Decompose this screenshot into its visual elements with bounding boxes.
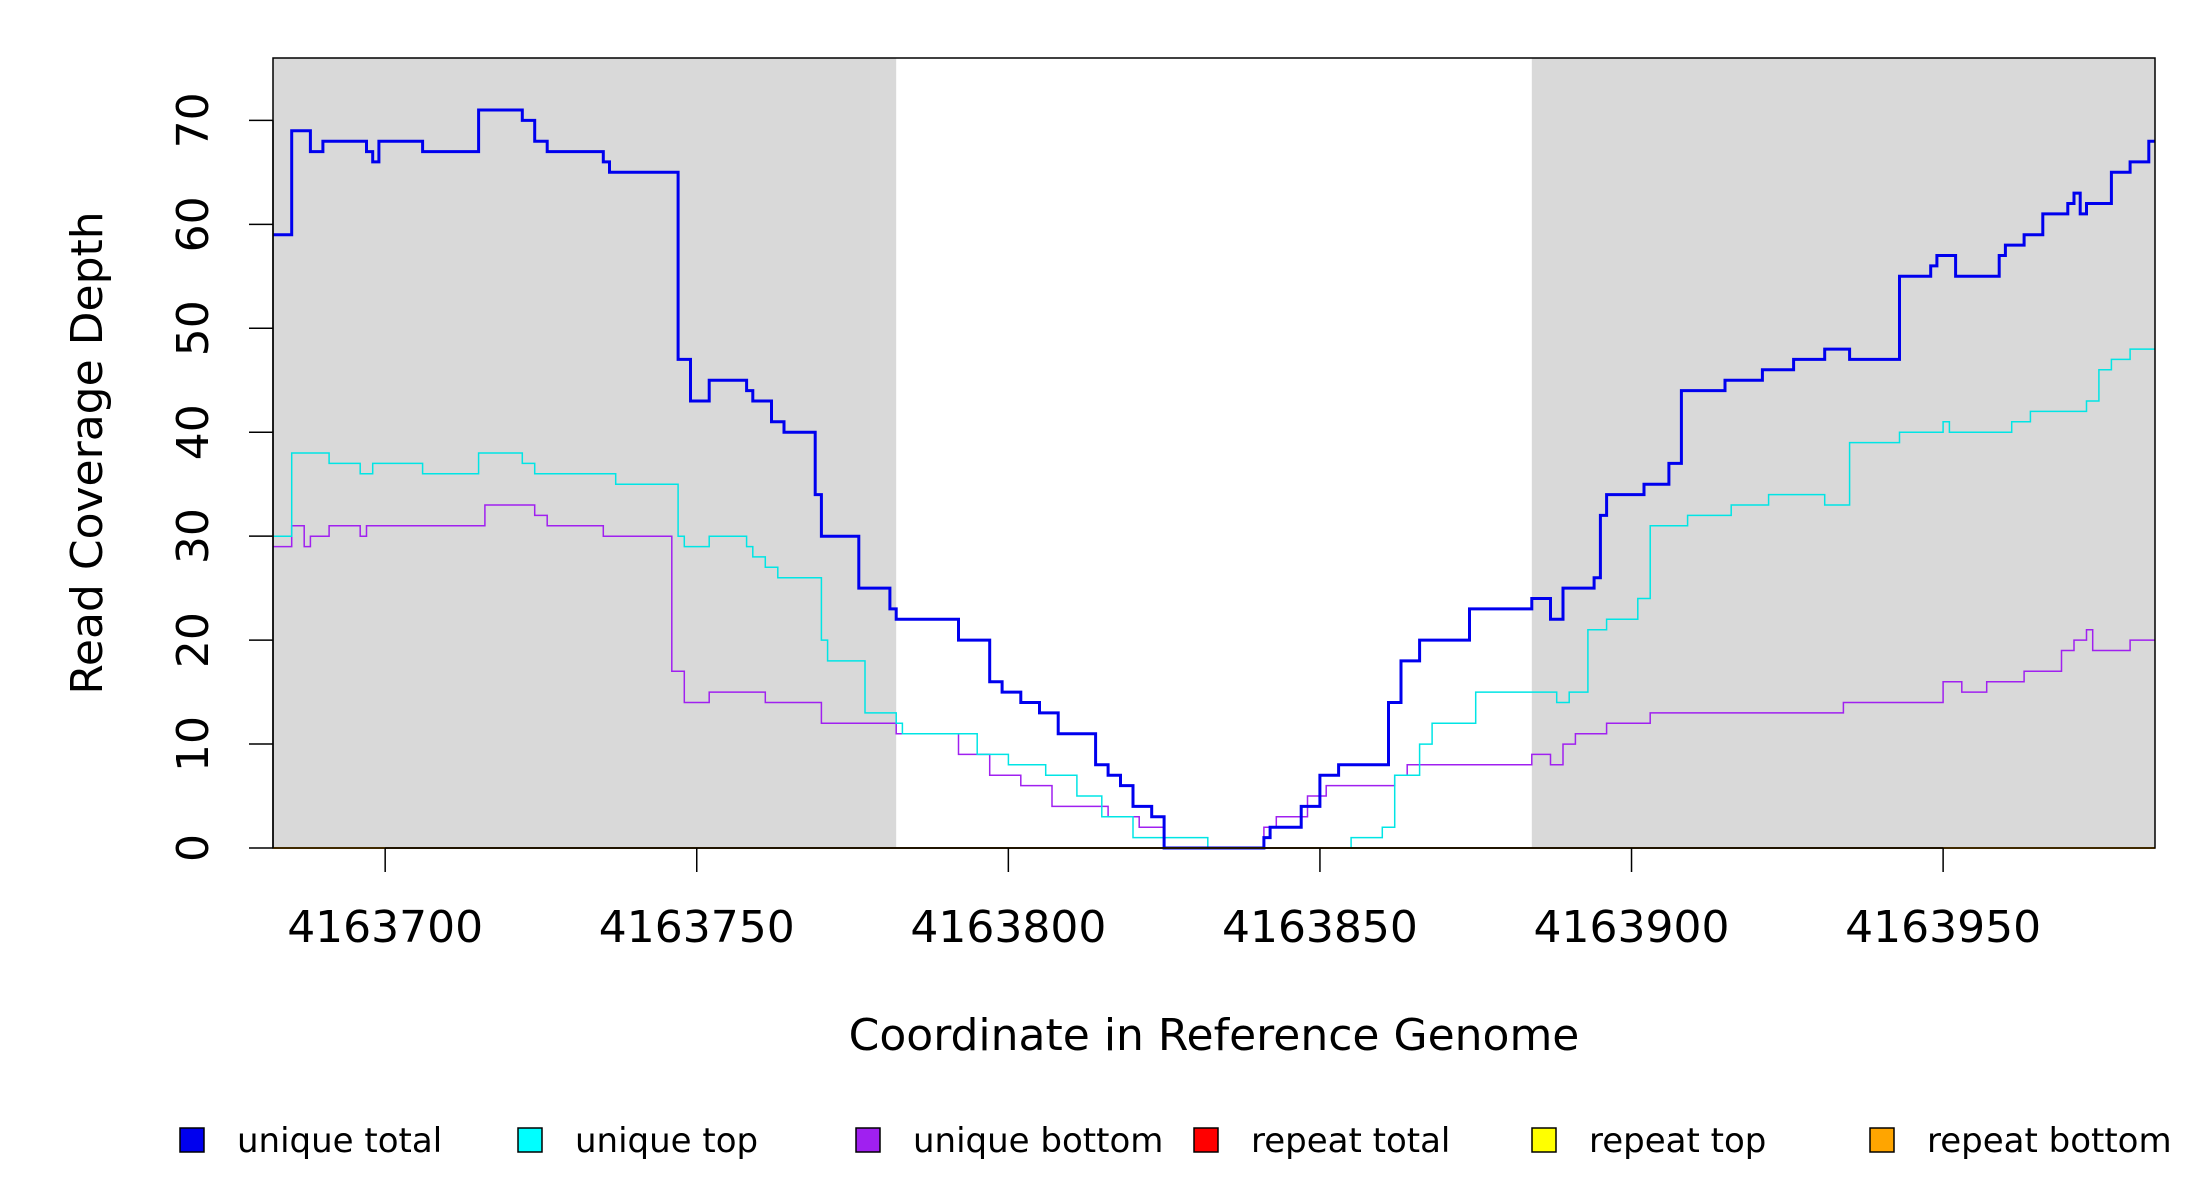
legend-item-repeat-total: repeat total: [1193, 1121, 1450, 1161]
shaded-region-1: [273, 58, 897, 848]
legend-swatch: [1869, 1127, 1895, 1153]
y-tick-label: 10: [168, 716, 219, 772]
shaded-regions: [273, 58, 2155, 848]
legend: unique total unique top unique bottom repea…: [179, 1121, 2172, 1161]
y-tick-label: 70: [168, 92, 219, 148]
x-tick-label: 4163950: [1845, 902, 2041, 953]
x-tick-label: 4163900: [1534, 902, 1730, 953]
x-axis-title: Coordinate in Reference Genome: [849, 1010, 1580, 1061]
legend-label: unique bottom: [913, 1121, 1163, 1161]
legend-item-repeat-bottom: repeat bottom: [1869, 1121, 2172, 1161]
shaded-region-2: [1531, 58, 2155, 848]
y-tick-label: 40: [168, 404, 219, 460]
legend-swatch: [855, 1127, 881, 1153]
series-line-unique-top: [273, 348, 2155, 849]
y-axis: 0 10 20 30 40 50 60 70: [168, 92, 274, 862]
y-axis-title: Read Coverage Depth: [62, 211, 113, 694]
legend-item-unique-top: unique top: [517, 1121, 758, 1161]
legend-label: unique total: [237, 1121, 442, 1161]
legend-swatch: [517, 1127, 543, 1153]
legend-item-unique-total: unique total: [179, 1121, 442, 1161]
legend-label: repeat total: [1251, 1121, 1450, 1161]
y-tick-label: 50: [168, 300, 219, 356]
legend-swatch: [1193, 1127, 1219, 1153]
legend-label: repeat top: [1589, 1121, 1766, 1161]
legend-item-unique-bottom: unique bottom: [855, 1121, 1163, 1161]
legend-label: repeat bottom: [1927, 1121, 2172, 1161]
x-tick-label: 4163750: [599, 902, 795, 953]
legend-item-repeat-top: repeat top: [1531, 1121, 1766, 1161]
y-tick-label: 30: [168, 508, 219, 564]
legend-label: unique top: [575, 1121, 758, 1161]
legend-swatch: [1531, 1127, 1557, 1153]
x-tick-label: 4163800: [910, 902, 1106, 953]
legend-swatch: [179, 1127, 205, 1153]
x-axis: 4163700 4163750 4163800 4163850 4163900 41639…: [287, 847, 2041, 953]
x-tick-label: 4163700: [287, 902, 483, 953]
y-tick-label: 0: [168, 834, 219, 862]
y-tick-label: 60: [168, 196, 219, 252]
x-tick-label: 4163850: [1222, 902, 1418, 953]
y-tick-label: 20: [168, 612, 219, 668]
